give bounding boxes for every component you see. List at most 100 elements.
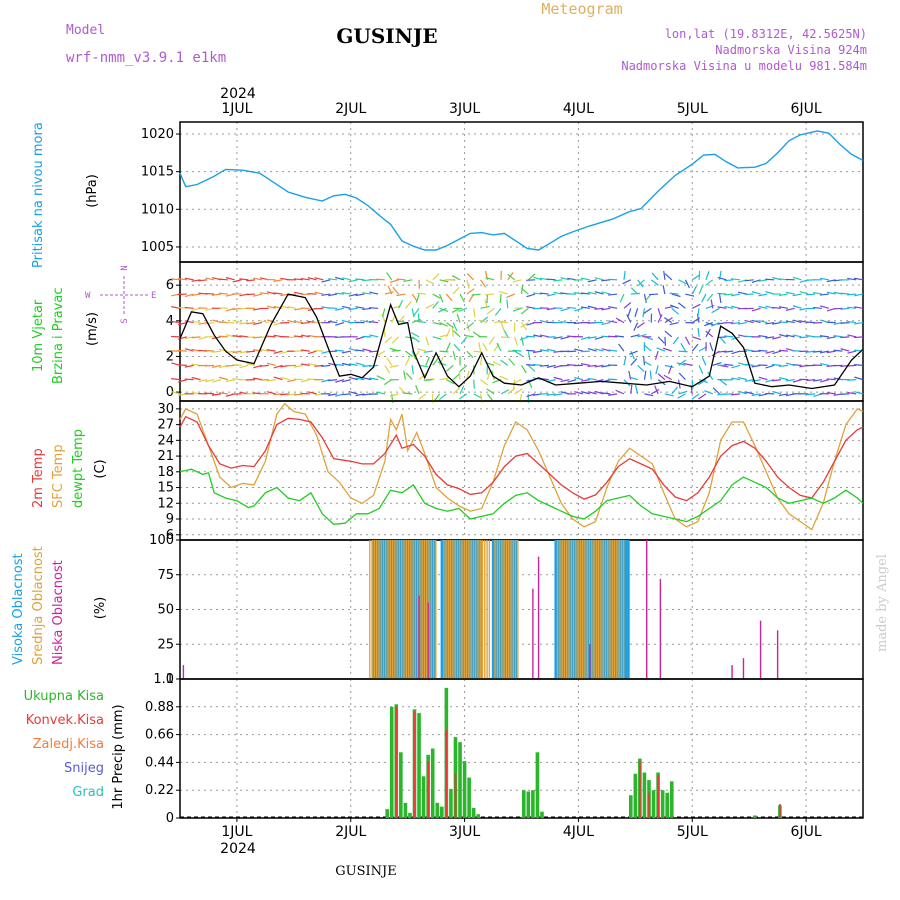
wind-arrow: [341, 379, 351, 383]
wind-arrow: [744, 279, 754, 282]
wind-arrow: [416, 292, 426, 295]
wind-arrow: [384, 291, 394, 295]
wind-arrow: [712, 362, 722, 366]
y-tick-label: 0.44: [145, 755, 174, 770]
wind-arrow: [246, 336, 256, 339]
wind-arrow: [779, 333, 789, 338]
wind-arrow: [854, 306, 864, 309]
wind-arrow: [232, 279, 242, 283]
wind-arrow: [466, 350, 474, 359]
wind-arrow: [654, 350, 659, 360]
wind-arrow: [785, 320, 795, 324]
y-tick-label: 18: [157, 465, 174, 480]
wind-arrow: [218, 278, 228, 281]
wind-arrow: [480, 305, 490, 309]
wind-arrow: [731, 305, 741, 309]
wind-arrow: [649, 370, 652, 380]
conv-precip-bar: [638, 761, 641, 818]
wind-arrow: [232, 350, 242, 354]
wind-arrow: [630, 350, 636, 360]
wind-arrow: [772, 390, 782, 395]
wind-arrow: [677, 393, 686, 399]
wind-arrow: [246, 321, 256, 325]
wind-arrow: [396, 319, 406, 324]
wind-arrow: [580, 362, 590, 366]
wind-arrow: [348, 293, 358, 297]
wind-arrow: [273, 279, 283, 282]
wind-arrow: [410, 332, 420, 338]
wind-arrow: [657, 308, 662, 318]
cloud-low-label: Niska Oblacnost: [51, 560, 66, 665]
wind-arrow: [751, 393, 761, 397]
wind-arrow: [300, 321, 310, 325]
wind-arrow: [642, 308, 646, 318]
compass-e: E: [151, 291, 156, 301]
total-precip-bar: [399, 752, 403, 818]
wind-arrow: [478, 319, 488, 324]
sfc-temp-line: [179, 402, 864, 531]
wind-arrow: [758, 393, 768, 397]
wind-arrow: [348, 307, 358, 311]
y-tick-label: 24: [157, 433, 174, 448]
wind-arrow: [466, 279, 470, 289]
wind-arrow: [546, 348, 556, 352]
wind-arrow: [348, 363, 358, 366]
total-precip-bar: [535, 752, 540, 818]
wind-arrow: [211, 350, 222, 353]
wind-arrow: [460, 336, 468, 345]
wind-arrow: [526, 349, 536, 352]
wind-arrow: [348, 347, 358, 352]
wind-arrow: [328, 379, 338, 382]
wind-arrow: [664, 330, 673, 338]
wind-arrow: [705, 279, 714, 286]
panel-wind: 0 2 4 6: [166, 261, 864, 403]
wind-arrow: [273, 292, 283, 295]
wind-arrow: [423, 379, 433, 381]
wind-arrow: [459, 385, 465, 395]
wind-arrow: [691, 303, 701, 309]
wind-arrow: [246, 279, 256, 282]
wind-arrow: [701, 356, 707, 366]
wind-arrow: [480, 279, 487, 288]
wind-arrow: [567, 379, 577, 383]
wind-arrow: [473, 350, 483, 353]
wind-arrow: [432, 273, 440, 281]
wind-arrow: [711, 307, 720, 314]
wind-arrow: [439, 350, 449, 353]
wind-arrow: [500, 359, 509, 366]
wind-arrow: [840, 348, 850, 352]
total-precip-bar: [669, 781, 674, 818]
wind-arrow: [259, 348, 269, 352]
wind-arrow: [458, 307, 468, 312]
wind-arrow: [355, 377, 365, 381]
wind-arrow: [663, 270, 666, 280]
wind-arrow: [701, 293, 707, 303]
wind-arrow: [211, 393, 222, 396]
legend-hail: Grad: [72, 785, 104, 800]
wind-arrow: [710, 299, 714, 309]
wind-arrow: [425, 303, 435, 309]
wind-title-1: 10m Vjetar: [31, 299, 46, 372]
wind-arrow: [405, 372, 413, 381]
wind-arrow: [287, 306, 297, 309]
wind-arrow: [451, 275, 461, 281]
wind-arrow: [662, 285, 666, 295]
wind-arrow: [486, 393, 494, 402]
wind-arrow: [341, 393, 351, 396]
wind-title-2: Brzina i Pravac: [51, 287, 66, 384]
wind-arrow: [698, 285, 704, 295]
y-tick-label: 1010: [141, 202, 174, 217]
wind-arrow: [369, 350, 379, 353]
wind-arrow: [650, 388, 660, 395]
wind-arrow: [671, 293, 681, 298]
x-tick-label-bottom: 1JUL: [221, 824, 252, 840]
wind-arrow: [560, 336, 570, 340]
wind-arrow: [594, 336, 604, 340]
wind-arrow: [225, 334, 235, 338]
wind-arrow: [533, 276, 543, 281]
y-tick-label: 0: [166, 672, 174, 687]
wind-arrow: [494, 320, 504, 324]
wind-arrow: [580, 292, 590, 295]
wind-arrow: [526, 393, 536, 398]
wind-arrow: [615, 317, 625, 324]
